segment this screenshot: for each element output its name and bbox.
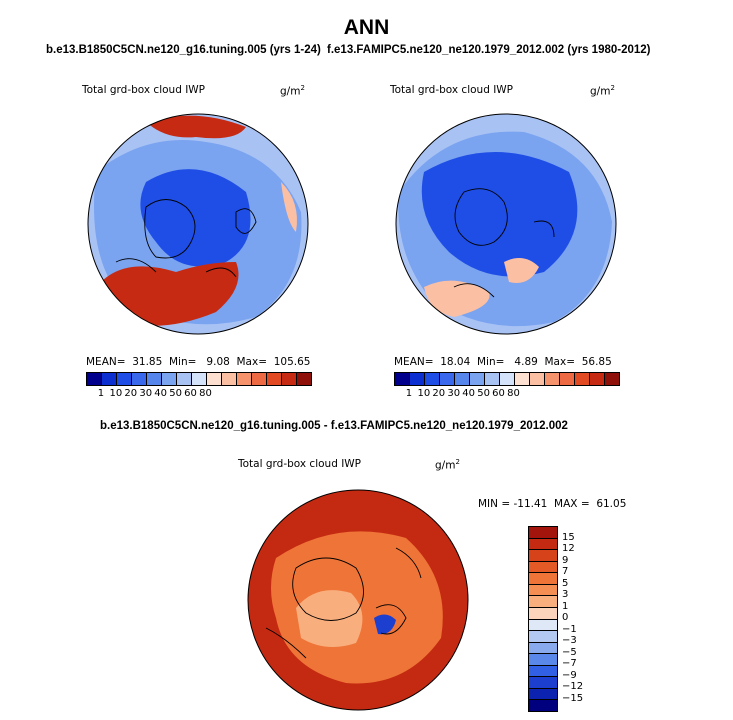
colorbar-swatch	[545, 373, 560, 385]
colorbar-swatch	[177, 373, 192, 385]
diff-run-label: b.e13.B1850C5CN.ne120_g16.tuning.005 - f…	[100, 420, 568, 432]
colorbar-swatch	[529, 642, 557, 655]
variable-label-right: Total grd-box cloud IWP	[390, 84, 514, 96]
colorbar-swatch	[590, 373, 605, 385]
colorbar-swatch	[529, 688, 557, 701]
colorbar-tick-label: 7	[562, 566, 569, 577]
colorbar-tick-label: 20	[124, 388, 138, 399]
colorbar-tick-label: 80	[507, 388, 520, 399]
colorbar-tick-label: 3	[562, 589, 569, 600]
colorbar-tick-label: 9	[562, 554, 569, 566]
colorbar-tick-label: −3	[562, 635, 577, 646]
colorbar-swatch	[605, 373, 619, 385]
colorbar-swatch	[560, 373, 575, 385]
colorbar-swatch	[529, 550, 557, 562]
figure-title: ANN	[343, 16, 390, 39]
variable-label-left: Total grd-box cloud IWP	[82, 84, 206, 96]
units-label-left: g/m2	[280, 84, 305, 98]
colorbar-tick-label: 60	[492, 388, 505, 399]
colorbar-swatch	[529, 700, 557, 711]
colorbar-tick-label: 20	[432, 388, 446, 399]
colorbar-swatch	[500, 373, 515, 385]
colorbar-tick-label: −5	[562, 646, 577, 658]
colorbar-swatch	[410, 373, 425, 385]
colorbar-tick-label: 60	[184, 388, 197, 399]
colorbar-difference	[528, 526, 558, 712]
colorbar-swatch	[267, 373, 282, 385]
colorbar-swatch	[147, 373, 162, 385]
colorbar-tick-label: 12	[562, 543, 575, 554]
colorbar-swatch	[529, 631, 557, 643]
colorbar-tick-label: 5	[562, 577, 569, 589]
colorbar-swatch	[529, 527, 557, 539]
diff-variable-label: Total grd-box cloud IWP	[238, 458, 362, 470]
colorbar-swatch	[485, 373, 500, 385]
colorbar-tick-label: 30	[447, 388, 461, 399]
colorbar-swatch	[515, 373, 530, 385]
colorbar-swatch	[529, 538, 557, 551]
colorbar-difference-labels: 15 12 9 7 5 3 1 0 −1 −3 −5 −7 −9 −12 −15	[562, 526, 602, 710]
colorbar-tick-label: −1	[562, 623, 577, 635]
run-label-right: f.e13.FAMIPC5.ne120_ne120.1979_2012.002 …	[327, 44, 651, 56]
colorbar-tick-label: 30	[139, 388, 153, 399]
colorbar-left-labels: 1 10 20 30 40 50 60 80	[86, 388, 310, 402]
colorbar-left	[86, 372, 312, 386]
colorbar-tick-label: −9	[562, 669, 577, 681]
colorbar-tick-label: 0	[562, 612, 569, 623]
colorbar-swatch	[529, 665, 557, 678]
colorbar-tick-label: −12	[562, 681, 584, 692]
polar-map-difference	[247, 489, 469, 711]
polar-map-obs	[395, 113, 617, 335]
colorbar-swatch	[575, 373, 590, 385]
colorbar-swatch	[282, 373, 297, 385]
colorbar-tick-label: 1	[562, 600, 569, 612]
colorbar-swatch	[87, 373, 102, 385]
colorbar-swatch	[529, 677, 557, 689]
diff-stats: MIN = -11.41 MAX = 61.05	[478, 498, 627, 510]
colorbar-tick-label: 40	[154, 388, 168, 399]
colorbar-tick-label: 1	[405, 388, 413, 399]
colorbar-tick-label: 80	[199, 388, 212, 399]
colorbar-tick-label: 1	[97, 388, 105, 399]
colorbar-swatch	[252, 373, 267, 385]
colorbar-right-labels: 1 10 20 30 40 50 60 80	[394, 388, 618, 402]
colorbar-swatch	[529, 561, 557, 574]
colorbar-tick-label: 15	[562, 531, 575, 543]
colorbar-tick-label: 50	[169, 388, 182, 399]
colorbar-swatch	[162, 373, 177, 385]
colorbar-swatch	[297, 373, 311, 385]
colorbar-swatch	[237, 373, 252, 385]
colorbar-swatch	[529, 573, 557, 585]
colorbar-tick-label: 40	[462, 388, 476, 399]
colorbar-swatch	[425, 373, 440, 385]
colorbar-tick-label: 10	[109, 388, 123, 399]
colorbar-swatch	[529, 654, 557, 666]
colorbar-swatch	[395, 373, 410, 385]
colorbar-swatch	[529, 619, 557, 632]
colorbar-swatch	[117, 373, 132, 385]
colorbar-swatch	[102, 373, 117, 385]
polar-map-model	[87, 113, 309, 335]
colorbar-swatch	[440, 373, 455, 385]
colorbar-swatch	[455, 373, 470, 385]
colorbar-tick-label: −7	[562, 658, 577, 669]
colorbar-swatch	[530, 373, 545, 385]
units-label-right: g/m2	[590, 84, 615, 98]
colorbar-tick-label: 10	[417, 388, 431, 399]
colorbar-right	[394, 372, 620, 386]
run-label-left: b.e13.B1850C5CN.ne120_g16.tuning.005 (yr…	[46, 44, 321, 56]
colorbar-swatch	[207, 373, 222, 385]
colorbar-swatch	[132, 373, 147, 385]
diff-units-label: g/m2	[435, 458, 460, 472]
colorbar-swatch	[192, 373, 207, 385]
colorbar-swatch	[529, 607, 557, 620]
colorbar-swatch	[470, 373, 485, 385]
colorbar-tick-label: −15	[562, 692, 584, 704]
colorbar-swatch	[222, 373, 237, 385]
colorbar-tick-label: 50	[477, 388, 490, 399]
stats-right: MEAN= 18.04 Min= 4.89 Max= 56.85	[394, 356, 612, 368]
stats-left: MEAN= 31.85 Min= 9.08 Max= 105.65	[86, 356, 311, 368]
colorbar-swatch	[529, 584, 557, 597]
colorbar-swatch	[529, 596, 557, 608]
